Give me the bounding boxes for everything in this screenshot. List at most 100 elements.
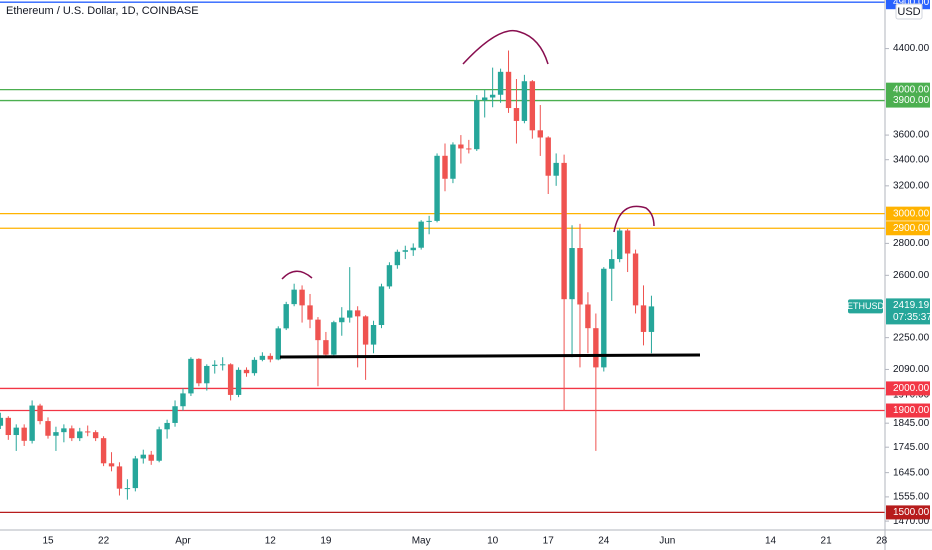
candle-body [5,417,11,436]
candle-body [521,81,528,121]
y-tick-label: 1745.00 [893,442,930,453]
y-tick-label: 3200.00 [893,180,930,191]
level-label-box [886,221,930,236]
candle-body [235,369,242,395]
candle-body [124,488,131,490]
level-label: 3000.00 [893,208,930,219]
y-tick-label: 1845.00 [893,418,930,429]
candle-body [227,364,234,395]
candle-body [632,253,639,306]
x-tick-label: 12 [265,536,277,547]
level-label: 2000.00 [893,383,930,394]
axis-layer: 4400.00 3600.00 3400.00 3200.00 2800.00 2600.… [42,0,932,547]
candle-body [585,304,591,329]
symbol-box [848,299,883,314]
level-layer [0,1,885,514]
candle-body [497,71,504,95]
y-tick-label: 2800.00 [893,238,930,249]
candle-body [77,431,83,439]
candle-body [251,359,258,374]
y-tick-label: 1645.00 [893,467,930,478]
candle-body [593,328,599,368]
x-tick-label: 19 [320,536,332,547]
candle-body [402,250,408,252]
candle-body [299,289,305,306]
currency[interactable]: USD [897,6,920,18]
candle-body [283,304,289,329]
candle-body [196,358,202,384]
candle-body [0,417,4,426]
candle-body [275,328,281,360]
candle-body [442,155,448,179]
candle-body [13,427,19,436]
last-price-box [886,298,930,325]
level-label-box [886,403,930,418]
candle-body [482,97,488,101]
y-tick-label: 3400.00 [893,154,930,165]
y-tick-label: 2090.00 [893,364,930,375]
candle-body [386,265,393,287]
candle-body [323,340,329,355]
candle-body [426,220,432,222]
candle-body [418,221,424,248]
candle-body [466,148,472,150]
candle-body [307,305,313,320]
candle-body [243,369,250,374]
y-tick-label: 1555.00 [893,492,930,503]
candle-body [513,108,520,121]
candle-body [331,322,337,355]
candle-body [616,230,623,260]
candle-body [561,162,567,300]
level-label-box [886,82,930,97]
countdown: 07:35:37 [893,312,932,323]
candle-body [640,305,647,332]
x-tick-label: Apr [175,536,191,547]
candle-body [164,422,170,430]
arc-drawing [613,205,655,233]
candle-body [53,432,59,436]
candle-body [489,94,496,98]
candle-body [61,428,67,433]
candle-layer [0,50,655,500]
symbol-label: ETHUSD [847,301,885,311]
candle-body [219,364,226,366]
candle-body [370,325,377,345]
candle-body [188,358,194,394]
level-label: 1900.00 [893,405,930,416]
x-tick-label: 14 [765,536,777,547]
candle-body [394,251,401,266]
level-label-box [886,206,930,221]
candle-body [601,268,607,368]
candle-body [474,100,480,150]
candle-body [458,144,464,149]
candle-body [354,310,361,317]
candle-body [434,155,440,221]
x-tick-label: 15 [42,536,54,547]
candle-body [505,71,512,109]
candle-body [108,463,115,467]
x-tick-label: 28 [876,536,888,547]
y-tick-label: 2250.00 [893,332,930,343]
x-tick-label: 17 [543,536,555,547]
candle-body [212,364,218,366]
level-label: 1500.00 [893,507,930,518]
level-label: 4000.00 [893,84,930,95]
y-tick-label: 2600.00 [893,270,930,281]
candle-body [315,319,321,341]
y-tick-label: 3600.00 [893,130,930,141]
candle-body [156,429,162,461]
candle-body [291,289,297,305]
candle-body [537,130,543,138]
level-label-box [886,381,930,396]
currency-box[interactable] [895,3,923,20]
candle-body [85,431,91,433]
candle-body [529,81,536,131]
level-label: 2900.00 [893,223,930,234]
x-tick-label: 21 [821,536,833,547]
candle-body [132,458,139,489]
candle-body [648,306,655,332]
candle-body [267,355,274,360]
level-label-box [886,505,930,520]
